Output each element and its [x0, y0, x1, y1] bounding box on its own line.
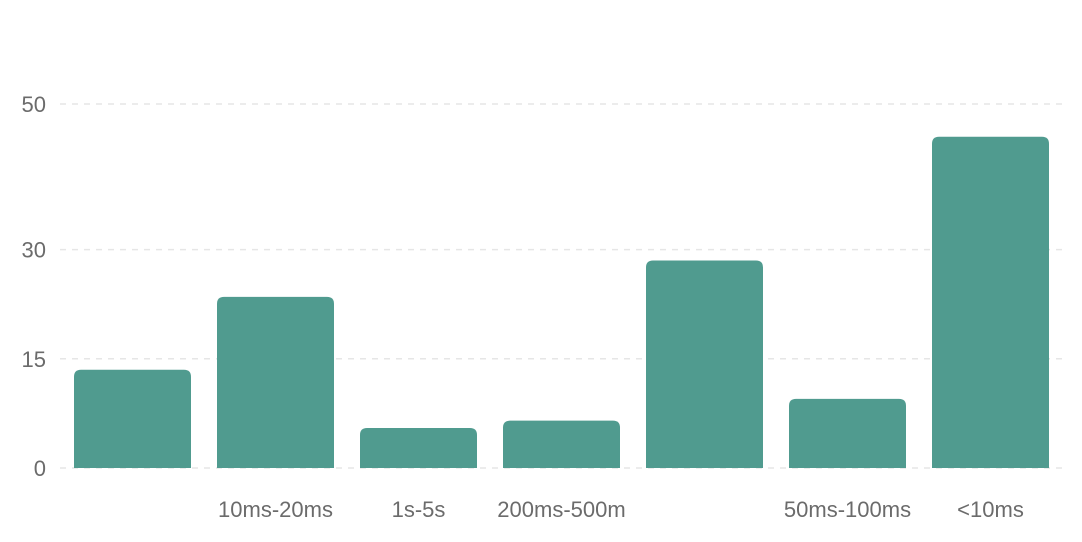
- bar: [217, 296, 334, 468]
- y-tick-label: 15: [22, 347, 46, 372]
- bar: [646, 260, 763, 468]
- y-tick-label: 50: [22, 92, 46, 117]
- bar: [360, 427, 477, 468]
- bar: [74, 369, 191, 468]
- x-axis-labels: 10ms-20ms 1s-5s 200ms-500m 50ms-100ms <10ms: [218, 497, 1024, 522]
- y-axis-ticks: 0 15 30 50: [22, 92, 46, 481]
- grid-lines: [60, 103, 1062, 469]
- x-category-label: 10ms-20ms: [218, 497, 333, 522]
- y-tick-label: 0: [34, 456, 46, 481]
- bar: [932, 136, 1049, 468]
- y-tick-label: 30: [22, 238, 46, 263]
- x-category-label: <10ms: [957, 497, 1024, 522]
- x-category-label: 200ms-500m: [497, 497, 625, 522]
- x-category-label: 50ms-100ms: [784, 497, 911, 522]
- bar: [789, 398, 906, 468]
- x-category-label: 1s-5s: [392, 497, 446, 522]
- bar: [503, 420, 620, 468]
- bars: [74, 136, 1049, 468]
